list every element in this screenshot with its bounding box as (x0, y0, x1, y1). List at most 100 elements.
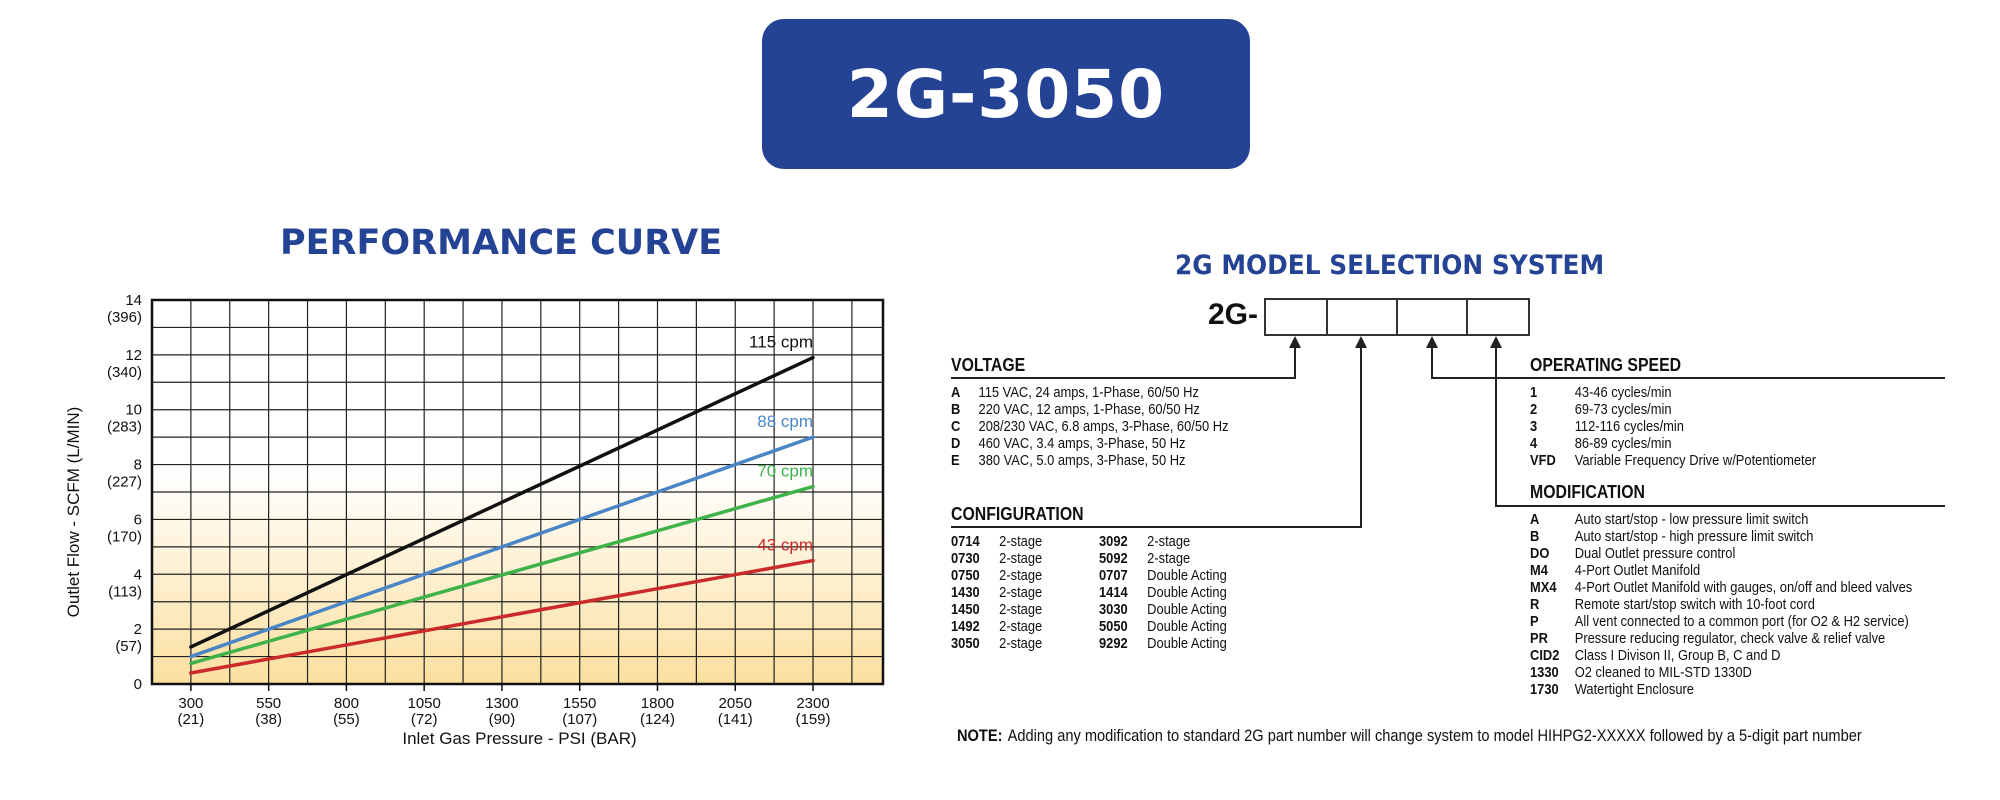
speed-slot-box (1396, 298, 1468, 336)
series-line-70-cpm (189, 484, 815, 666)
voltage-option: E 380 VAC, 5.0 amps, 3-Phase, 50 Hz (951, 452, 1229, 469)
modification-option: MX4 4-Port Outlet Manifold with gauges, o… (1530, 579, 1912, 596)
configuration-rule (951, 526, 1362, 528)
y-tick-label: 10 (125, 402, 142, 419)
modification-option: DO Dual Outlet pressure control (1530, 545, 1912, 562)
model-prefix: 2G- (1208, 298, 1259, 331)
modification-option-code: PR (1530, 630, 1548, 647)
configuration-option: 1450 2-stage (951, 601, 1042, 618)
configuration-option-desc: Double Acting (1147, 618, 1227, 635)
voltage-option-code: B (951, 401, 961, 418)
modification-option: M4 4-Port Outlet Manifold (1530, 562, 1912, 579)
voltage-option-code: C (951, 418, 961, 435)
speed-option: 2 69-73 cycles/min (1530, 401, 1816, 418)
configuration-option-code: 1430 (951, 584, 980, 601)
configuration-option-code: 5050 (1099, 618, 1128, 635)
series-label: 43 cpm (757, 536, 813, 555)
speed-arrow (1426, 336, 1438, 348)
modification-option: A Auto start/stop - low pressure limit sw… (1530, 511, 1912, 528)
voltage-option-desc: 220 VAC, 12 amps, 1-Phase, 60/50 Hz (978, 401, 1200, 418)
configuration-option-desc: Double Acting (1147, 567, 1227, 584)
modification-option-desc: Pressure reducing regulator, check valve… (1574, 630, 1886, 647)
modification-slot-box (1466, 298, 1530, 336)
model-title-banner: 2G-3050 (762, 19, 1250, 169)
speed-option-desc: 69-73 cycles/min (1574, 401, 1672, 418)
voltage-options: A 115 VAC, 24 amps, 1-Phase, 60/50 Hz B 220… (951, 384, 1229, 469)
configuration-option: 9292 Double Acting (1099, 635, 1227, 652)
voltage-option-code: A (951, 384, 961, 401)
modification-option: B Auto start/stop - high pressure limit s… (1530, 528, 1912, 545)
configuration-option-desc: 2-stage (999, 550, 1043, 567)
modification-option-desc: Auto start/stop - low pressure limit swi… (1574, 511, 1809, 528)
configuration-option-code: 3050 (951, 635, 980, 652)
model-selection-title: 2G MODEL SELECTION SYSTEM (1175, 250, 1605, 281)
configuration-option-code: 1450 (951, 601, 980, 618)
configuration-option: 5050 Double Acting (1099, 618, 1227, 635)
note-label: NOTE: (957, 726, 1003, 745)
configuration-option-code: 1492 (951, 618, 980, 635)
speed-option: 3 112-116 cycles/min (1530, 418, 1816, 435)
x-tick-sublabel: (90) (489, 711, 516, 728)
modification-option: 1330 O2 cleaned to MIL-STD 1330D (1530, 664, 1912, 681)
configuration-option-desc: 2-stage (999, 601, 1043, 618)
configuration-option-code: 3030 (1099, 601, 1128, 618)
voltage-arrow (1289, 336, 1301, 348)
y-tick-sublabel: (170) (107, 528, 142, 545)
voltage-option-desc: 208/230 VAC, 6.8 amps, 3-Phase, 60/50 Hz (978, 418, 1229, 435)
voltage-option-code: D (951, 435, 961, 452)
x-tick-sublabel: (159) (795, 711, 830, 728)
modification-option-desc: 4-Port Outlet Manifold (1574, 562, 1701, 579)
modification-option: 1730 Watertight Enclosure (1530, 681, 1912, 698)
speed-option: VFD Variable Frequency Drive w/Potentiome… (1530, 452, 1816, 469)
voltage-option-desc: 380 VAC, 5.0 amps, 3-Phase, 50 Hz (978, 452, 1186, 469)
x-axis-label: Inlet Gas Pressure - PSI (BAR) (402, 729, 636, 748)
speed-option-code: 3 (1530, 418, 1538, 435)
modification-rule (1495, 505, 1945, 507)
configuration-option-code: 0730 (951, 550, 980, 567)
modification-arrow (1490, 336, 1502, 348)
configuration-slot-box (1326, 298, 1398, 336)
modification-option-code: 1730 (1530, 681, 1559, 698)
series-label: 70 cpm (757, 462, 813, 481)
speed-option: 4 86-89 cycles/min (1530, 435, 1816, 452)
x-tick-sublabel: (38) (255, 711, 282, 728)
modification-option-desc: Dual Outlet pressure control (1574, 545, 1736, 562)
voltage-heading: VOLTAGE (951, 355, 1026, 375)
configuration-option-desc: 2-stage (999, 533, 1043, 550)
y-tick-label: 12 (125, 347, 142, 364)
y-tick-label: 8 (134, 457, 142, 474)
y-tick-sublabel: (227) (107, 474, 142, 491)
voltage-option-desc: 460 VAC, 3.4 amps, 3-Phase, 50 Hz (978, 435, 1186, 452)
x-tick-sublabel: (21) (178, 711, 205, 728)
configuration-option: 3030 Double Acting (1099, 601, 1227, 618)
series-line-115-cpm (189, 355, 815, 649)
x-tick-sublabel: (141) (718, 711, 753, 728)
x-tick-label: 1550 (563, 695, 596, 712)
modification-option-desc: All vent connected to a common port (for… (1574, 613, 1909, 630)
modification-option: CID2 Class I Divison II, Group B, C and D (1530, 647, 1912, 664)
modification-option-code: CID2 (1530, 647, 1560, 664)
modification-option-code: A (1530, 511, 1540, 528)
speed-option-desc: 43-46 cycles/min (1574, 384, 1672, 401)
speed-option-desc: 112-116 cycles/min (1574, 418, 1684, 435)
speed-option-desc: 86-89 cycles/min (1574, 435, 1672, 452)
configuration-option: 3092 2-stage (1099, 533, 1227, 550)
modification-option: P All vent connected to a common port (fo… (1530, 613, 1912, 630)
modification-option-desc: Auto start/stop - high pressure limit sw… (1574, 528, 1814, 545)
configuration-option: 0730 2-stage (951, 550, 1042, 567)
speed-connector (1431, 347, 1433, 377)
series-label: 88 cpm (757, 412, 813, 431)
footnote: NOTE: Adding any modification to standard… (957, 726, 1862, 746)
x-tick-sublabel: (107) (562, 711, 597, 728)
speed-option: 1 43-46 cycles/min (1530, 384, 1816, 401)
x-tick-label: 1300 (485, 695, 518, 712)
voltage-option: B 220 VAC, 12 amps, 1-Phase, 60/50 Hz (951, 401, 1229, 418)
configuration-option-desc: Double Acting (1147, 584, 1227, 601)
configuration-option-desc: 2-stage (999, 618, 1043, 635)
configuration-option-code: 5092 (1099, 550, 1128, 567)
configuration-option: 0707 Double Acting (1099, 567, 1227, 584)
speed-option-code: VFD (1530, 452, 1556, 469)
configuration-option: 1492 2-stage (951, 618, 1042, 635)
modification-connector (1495, 347, 1497, 507)
